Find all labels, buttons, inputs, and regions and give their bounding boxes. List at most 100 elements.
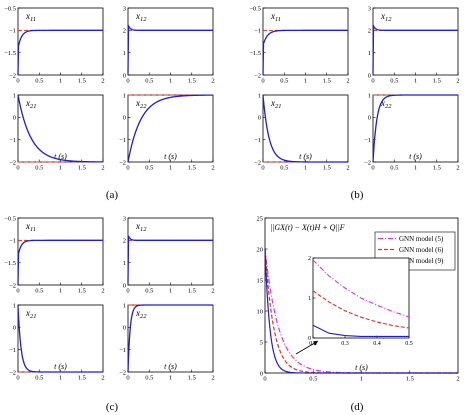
x-tick-label: 1 [169,165,172,172]
x-tick-label: 1 [414,78,417,85]
x-tick-label: 0.5 [35,165,43,172]
x-axis-label: t (s) [164,362,177,371]
x-tick-label: 0 [371,78,374,85]
y-tick-label: −0.5 [4,215,16,222]
y-tick-label: 0 [258,115,261,122]
y-tick-label: −1 [119,137,126,144]
x-tick-label: 0 [261,78,264,85]
x-tick-label: 2 [346,78,349,85]
solution-curve [372,94,458,163]
x-tick-label: 1.5 [78,78,86,85]
x-tick-label: 1.5 [188,78,196,85]
y-tick-label: −2 [9,282,16,289]
x-tick-label: 0 [16,78,19,85]
x-tick-label: 0 [16,165,19,172]
y-tick-label: 0 [260,370,263,377]
x-tick-label: 0.5 [35,375,43,382]
x-tick-label: 1.5 [433,165,441,172]
x-tick-label: 0.5 [35,78,43,85]
x-tick-label: 1 [360,376,363,383]
legend-entry: GNN model (6) [399,246,444,254]
y-tick-label: −1 [9,137,16,144]
y-tick-label: −0.5 [4,5,16,12]
y-tick-label: 2 [123,238,126,245]
y-tick-label: 0 [123,72,126,79]
solution-curve [17,239,103,286]
subplot-c-x22: 0 0.5 1 1.5 210−1−2t (s)x22 [119,302,215,381]
y-tick-label: 1 [368,50,371,57]
series-line [264,248,458,374]
panel-label-a: (a) [106,189,119,201]
inset-series-line [312,290,410,329]
chart-title: ||GX(t) − X(t)H + Q||F [270,223,345,232]
x-tick-label: 1.5 [323,165,331,172]
axes-frame [17,304,104,373]
axes-frame [17,7,104,76]
x-tick-label: 2 [211,288,214,295]
x-tick-label: 2 [101,288,104,295]
state-label: x11 [25,11,36,23]
subplot-c-x11: 0 0.5 1 1.5 2 −0.5 −1 −1.5 −2 x11 [4,215,104,294]
y-tick-label: −1 [254,28,261,35]
x-tick-label: 0 [126,165,129,172]
y-tick-label: 0 [123,115,126,122]
y-tick-label: 3 [123,5,126,12]
solution-curve [262,29,348,76]
x-tick-label: 0.5 [280,78,288,85]
x-tick-label: 1 [59,165,62,172]
x-tick-label: 0 [126,375,129,382]
x-tick-label: 0 [16,375,19,382]
state-label: x11 [270,11,281,23]
x-tick-label: 1.5 [78,288,86,295]
inset-series-line [312,324,409,337]
x-axis-label: t (s) [164,152,177,161]
subplot-d-inset: 0.2 0.3 0.4 0.5 2 1 0 [308,256,413,347]
y-tick-label: −2 [9,72,16,79]
axes-frame [262,94,349,163]
y-tick-label: −0.5 [249,5,261,12]
x-axis-label: t (s) [355,363,368,372]
y-tick-label: 0 [123,325,126,332]
axes-frame [372,94,459,163]
y-tick-label: 2 [368,28,371,35]
y-tick-label: 1 [123,260,126,267]
x-tick-label: 0.5 [390,78,398,85]
x-tick-label: 0.3 [341,341,349,347]
x-tick-label: 0 [126,78,129,85]
axes-frame [127,94,214,163]
x-tick-label: 0.5 [35,288,43,295]
y-tick-label: −1 [254,137,261,144]
x-tick-label: 0.2 [309,341,317,347]
x-tick-label: 2 [211,78,214,85]
y-tick-label: 1 [258,92,261,99]
subplot-b-x22: 0 0.5 1 1.5 210−1−2t (s)x22 [364,92,460,171]
y-tick-label: 20 [257,246,264,253]
x-tick-label: 1 [304,165,307,172]
x-tick-label: 1.5 [188,165,196,172]
solution-curve [372,23,458,73]
x-tick-label: 1.5 [188,288,196,295]
legend-entry: GNN model (9) [399,257,444,265]
solution-curve [127,94,213,163]
y-tick-label: 3 [368,5,371,12]
solution-curve [127,23,213,73]
x-tick-label: 2 [456,78,459,85]
y-tick-label: −1 [119,347,126,354]
subplot-a-x21: 0 0.5 1 1.5 2 1 0 −1 −2 t (s) x21 [9,92,105,171]
y-tick-label: 1 [368,92,371,99]
y-tick-label: 25 [257,215,264,222]
x-tick-label: 1.5 [323,78,331,85]
x-tick-label: 0.5 [145,165,153,172]
x-axis-label: t (s) [409,152,422,161]
legend-entry: GNN model (5) [399,235,444,243]
axes-frame [127,217,214,286]
y-tick-label: −2 [9,369,16,376]
y-tick-label: 2 [123,28,126,35]
axes-frame [17,94,104,163]
y-tick-label: 10 [257,308,264,315]
axes-frame [372,7,459,76]
y-tick-label: −2 [254,159,261,166]
x-axis-label: t (s) [299,152,312,161]
x-tick-label: 2 [456,376,459,383]
